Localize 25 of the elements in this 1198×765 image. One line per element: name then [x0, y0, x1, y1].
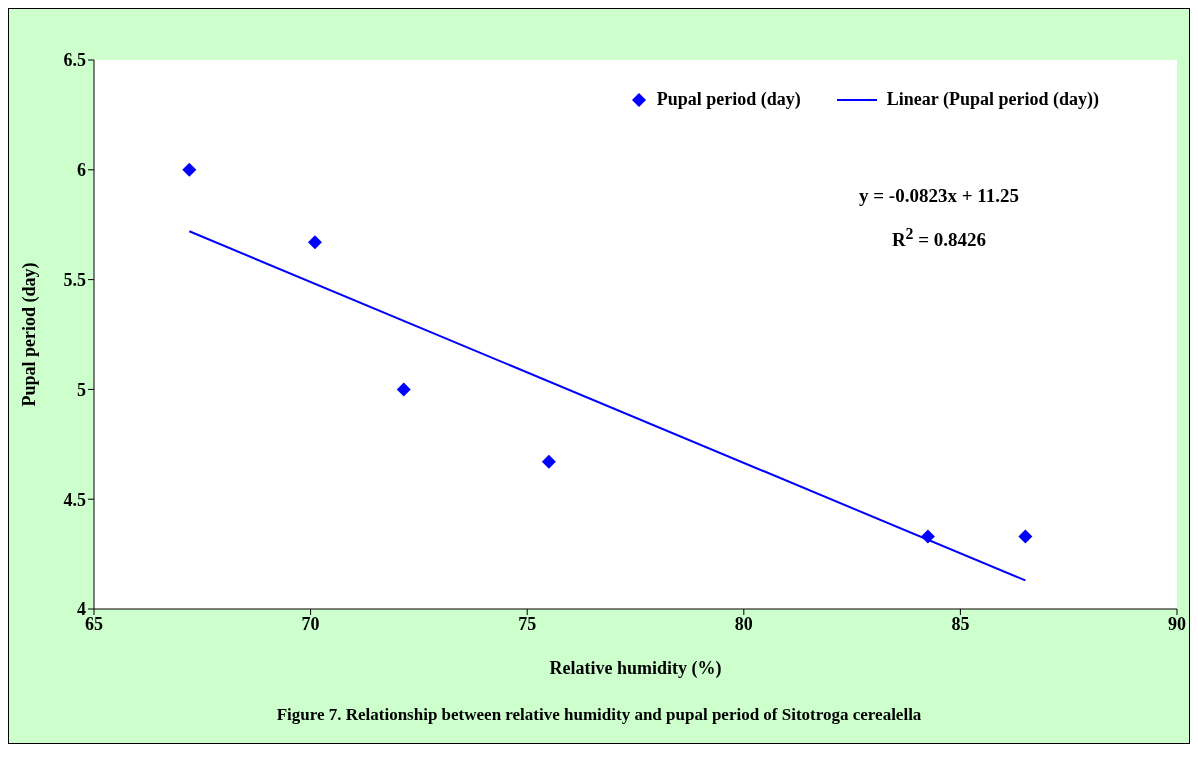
- y-tick-label: 5: [77, 379, 86, 400]
- point: [541, 454, 556, 469]
- legend-label: Linear (Pupal period (day)): [886, 89, 1099, 110]
- x-tick-label: 85: [951, 613, 970, 634]
- x-tick-label: 80: [734, 613, 753, 634]
- text: Figure 7. Relationship between relative humidity and pupal period of Sitotroga cerealella: [275, 704, 923, 726]
- annotation: y = -0.0823x + 11.25: [858, 184, 1020, 208]
- legend-label: Pupal period (day): [656, 89, 801, 110]
- x-axis-title: Relative humidity (%): [549, 658, 722, 679]
- x-tick-label: 90: [1168, 613, 1186, 634]
- point: [1018, 529, 1033, 544]
- y-tick-label: 4: [77, 599, 86, 620]
- y-tick-label: 5.5: [63, 269, 86, 290]
- point: [920, 529, 935, 544]
- y-tick-label: 6: [77, 160, 86, 181]
- x-tick-label: 65: [85, 613, 103, 634]
- point: [182, 162, 197, 177]
- y-tick-label: 4.5: [63, 489, 86, 510]
- y-tick-label: 6.5: [63, 50, 86, 71]
- point: [396, 382, 411, 397]
- point: [307, 235, 322, 250]
- y-axis-title: Pupal period (day): [19, 262, 41, 407]
- x-tick-label: 75: [518, 613, 537, 634]
- annotation: R$^{2}$ = 0.8426: [890, 224, 988, 253]
- x-tick-label: 70: [301, 613, 320, 634]
